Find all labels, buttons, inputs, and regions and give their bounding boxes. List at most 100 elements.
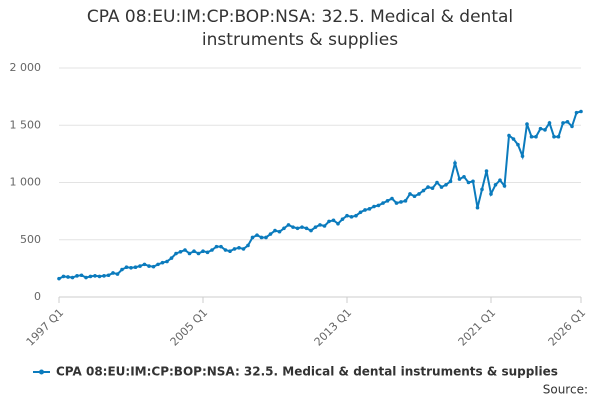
point [151,264,156,269]
point [88,274,93,279]
y-tick-label: 500 [20,233,41,246]
point [448,179,453,184]
point [457,177,462,181]
point [295,226,300,231]
point [75,274,79,278]
point [246,243,250,248]
line [58,110,582,280]
point [318,223,322,227]
point [444,182,448,187]
point [412,194,417,199]
point [124,265,129,270]
point [111,271,115,275]
point [291,225,295,229]
point [552,134,556,139]
chart-title: CPA 08:EU:IM:CP:BOP:NSA: 32.5. Medical &… [86,7,514,50]
point [133,265,138,270]
point [534,134,538,139]
x-tick-label: 2005 Q1 [168,306,211,349]
point [192,249,196,253]
point [538,126,543,131]
point [408,192,412,196]
point [84,275,88,280]
point [385,199,390,203]
point [529,134,534,139]
point [210,248,214,252]
point [502,184,507,188]
point [183,248,187,252]
point [165,259,169,264]
point [570,124,574,129]
y-tick-label: 1 000 [10,176,42,189]
point [340,217,345,221]
point [556,134,561,139]
point [187,251,192,256]
x-tick-label: 2013 Q1 [312,306,355,349]
point [399,200,403,204]
point [115,272,120,276]
point [327,219,331,224]
point [268,232,273,236]
point [475,205,480,210]
point [205,250,210,255]
point [156,262,160,267]
point [394,201,399,205]
point [259,235,264,240]
point [237,245,241,250]
point [174,251,178,256]
point [169,256,174,260]
point [421,188,426,193]
point [102,274,106,278]
point [106,273,111,278]
point [381,201,385,205]
point [561,121,565,125]
point [93,274,97,278]
point [363,208,367,212]
point [579,109,583,114]
point [462,174,466,179]
point [543,128,547,132]
point [178,249,183,254]
point [160,260,165,265]
point [426,185,430,189]
point [367,207,372,211]
point [507,133,511,138]
point [214,244,219,249]
point [282,226,286,231]
point [574,110,579,115]
point [57,276,61,281]
legend-marker [39,369,44,375]
y-tick-label: 1 500 [10,118,42,131]
source: Source: [543,383,588,397]
point [565,120,570,124]
point [277,229,282,234]
point [120,267,124,272]
point [358,210,363,215]
point [516,142,520,147]
point [147,264,151,268]
point [70,275,75,280]
point [403,199,408,203]
point [372,204,376,209]
point [304,226,309,231]
point [300,225,304,229]
point [471,179,475,184]
point [255,233,259,237]
point [241,247,246,251]
point [439,185,444,189]
point [480,187,484,192]
point [232,247,237,251]
point [129,266,133,270]
point [97,274,102,279]
y-tick-label: 2 000 [10,61,42,74]
point [547,121,552,125]
point [264,235,268,240]
point [309,228,313,233]
point [286,223,291,227]
point [498,178,502,183]
point [493,182,498,187]
x-tick-label: 2021 Q1 [456,306,499,349]
point [331,218,336,223]
